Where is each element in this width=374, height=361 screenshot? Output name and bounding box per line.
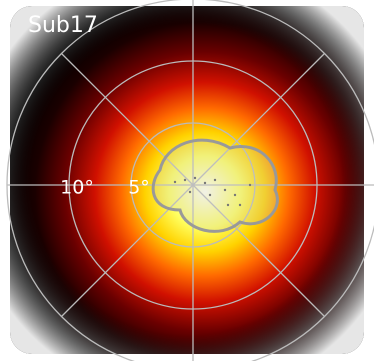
grid-spoke: [61, 184, 194, 317]
gaze-outline: [151, 138, 279, 233]
r-tick-label: 5°: [128, 177, 150, 199]
polar-grid: [6, 0, 374, 361]
grid-spoke: [192, 53, 325, 186]
grid-spoke: [61, 53, 194, 186]
gaze-points: [173, 176, 252, 207]
r-tick-label: 10°: [60, 177, 94, 199]
chart-title: Sub17: [28, 13, 98, 38]
grid-spoke: [192, 184, 325, 317]
